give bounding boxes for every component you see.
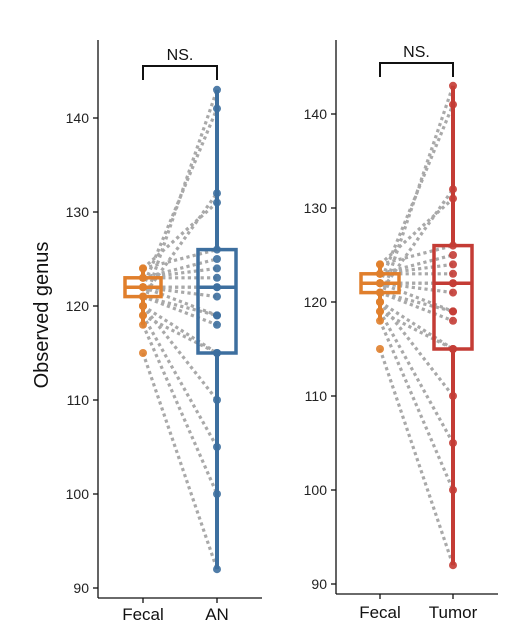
pair-line — [378, 348, 455, 566]
data-point-fecal — [139, 264, 147, 273]
significance-bracket — [142, 65, 218, 80]
data-point-fecal — [376, 260, 384, 269]
data-point-tumor — [449, 185, 457, 194]
data-point-an — [213, 283, 221, 292]
x-category-label: Fecal — [122, 605, 164, 624]
data-point-tumor — [449, 561, 457, 570]
pair-line — [142, 304, 218, 355]
y-tick-label: 140 — [66, 110, 90, 126]
significance-label: NS. — [403, 44, 430, 61]
y-tick-label: 100 — [304, 482, 328, 498]
data-point-fecal — [376, 288, 384, 297]
data-point-tumor — [449, 81, 457, 90]
data-point-an — [213, 85, 221, 94]
data-point-tumor — [449, 345, 457, 353]
panel-fecal-vs-an: 90 100 110 120 130 140 Fecal AN NS. — [66, 40, 262, 624]
data-point-tumor — [449, 486, 457, 494]
panel-fecal-vs-tumor: 90 100 110 120 130 140 Fecal Tumor NS. — [304, 40, 498, 622]
data-point-fecal — [376, 269, 384, 278]
y-tick-label: 100 — [66, 486, 90, 502]
data-point-fecal — [376, 307, 384, 316]
y-tick-label: 90 — [311, 576, 327, 592]
pair-line — [141, 192, 219, 298]
pair-line — [379, 300, 454, 351]
data-point-fecal — [376, 345, 384, 353]
data-point-tumor — [449, 439, 457, 447]
y-tick-label: 120 — [304, 294, 328, 310]
data-point-fecal — [376, 298, 384, 306]
x-category-label: Fecal — [359, 603, 401, 622]
pair-line — [141, 201, 219, 270]
x-category-label: AN — [205, 605, 229, 624]
x-category-label: Tumor — [429, 603, 478, 622]
pair-line — [378, 103, 455, 284]
pair-line — [378, 197, 455, 266]
data-point-tumor — [449, 100, 457, 109]
data-point-tumor — [449, 260, 457, 269]
data-point-an — [213, 255, 221, 263]
y-tick-label: 130 — [66, 204, 90, 220]
pair-line — [379, 309, 454, 351]
data-point-fecal — [139, 283, 147, 292]
pair-line — [141, 314, 219, 448]
data-point-tumor — [449, 251, 457, 259]
data-point-an — [213, 311, 221, 320]
data-point-fecal — [376, 316, 384, 325]
data-point-tumor — [449, 316, 457, 325]
data-point-tumor — [449, 392, 457, 400]
significance-bracket — [379, 62, 454, 77]
data-point-tumor — [449, 288, 457, 297]
data-point-an — [213, 104, 221, 113]
data-point-fecal — [139, 320, 147, 329]
significance-label: NS. — [167, 47, 194, 64]
data-point-an — [213, 565, 221, 574]
data-point-an — [213, 189, 221, 198]
data-point-an — [213, 320, 221, 329]
data-point-an — [213, 273, 221, 282]
data-point-an — [213, 396, 221, 404]
data-point-fecal — [139, 302, 147, 310]
data-point-fecal — [139, 349, 147, 357]
pair-line — [141, 107, 219, 288]
data-point-tumor — [449, 194, 457, 203]
pair-line — [142, 285, 218, 317]
data-point-an — [213, 490, 221, 498]
y-axis-title: Observed genus — [31, 242, 53, 389]
data-point-an — [213, 349, 221, 357]
y-tick-label: 140 — [304, 106, 328, 122]
y-tick-label: 120 — [66, 298, 90, 314]
data-point-an — [213, 292, 221, 301]
data-point-an — [213, 264, 221, 273]
data-point-tumor — [449, 279, 457, 288]
data-point-fecal — [139, 292, 147, 301]
y-tick-label: 90 — [73, 580, 89, 596]
data-point-tumor — [449, 269, 457, 278]
data-point-an — [213, 443, 221, 451]
data-point-fecal — [139, 273, 147, 282]
data-point-an — [213, 245, 221, 254]
data-point-fecal — [139, 311, 147, 320]
data-point-fecal — [376, 279, 384, 288]
pair-line — [141, 352, 219, 570]
pair-line — [141, 324, 219, 495]
y-tick-label: 110 — [67, 392, 90, 408]
pair-line — [378, 188, 455, 294]
pair-line — [378, 320, 455, 491]
pair-line — [379, 281, 454, 313]
data-point-tumor — [449, 307, 457, 316]
y-tick-label: 130 — [304, 200, 328, 216]
y-tick-label: 110 — [305, 388, 328, 404]
pair-line — [142, 313, 218, 355]
data-point-an — [213, 198, 221, 207]
data-point-tumor — [449, 241, 457, 250]
